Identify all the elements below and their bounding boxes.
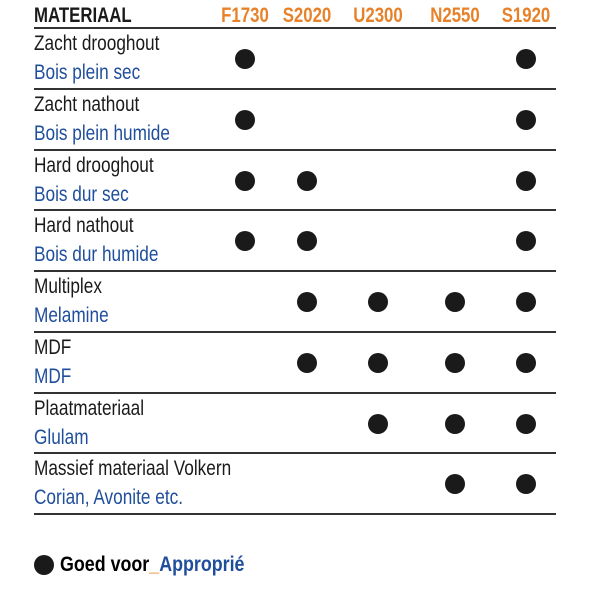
material-name-fr: Bois plein humide <box>34 121 170 145</box>
material-name-fr: Bois plein sec <box>34 61 141 84</box>
suitable-dot-icon <box>516 413 536 434</box>
suitable-dot-icon <box>235 231 255 252</box>
suitable-dot-icon <box>235 49 255 69</box>
suitable-dot-icon <box>516 49 536 69</box>
suitable-dot-icon <box>445 292 465 312</box>
material-name-nl: Zacht nathout <box>34 92 140 116</box>
material-name-nl: Plaatmateriaal <box>34 396 145 420</box>
material-name-nl: Hard nathout <box>34 214 134 238</box>
table-row: Zacht drooghout Bois plein sec <box>34 29 556 90</box>
suitable-dot-icon <box>235 170 255 191</box>
suitable-dot-icon <box>516 292 536 312</box>
suitable-dot-icon <box>368 292 388 312</box>
suitable-dot-icon <box>516 474 536 495</box>
table-header: MATERIAAL F1730 S2020 U2300 N2550 S1920 <box>34 0 556 29</box>
table-row: Zacht nathout Bois plein humide <box>34 90 556 151</box>
suitable-dot-icon <box>297 292 317 312</box>
material-name-nl: Hard drooghout <box>34 153 154 177</box>
table-row: Multiplex Melamine <box>34 272 556 333</box>
legend-nl: Goed voor <box>60 553 150 576</box>
legend: Goed voor_Approprié <box>34 553 277 577</box>
legend-separator: _ <box>149 553 160 576</box>
table-row: MDF MDF <box>34 333 556 394</box>
header-column-s2020: S2020 <box>282 4 332 27</box>
suitable-dot-icon <box>297 231 317 252</box>
header-column-u2300: U2300 <box>353 4 403 27</box>
header-column-n2550: N2550 <box>430 4 480 27</box>
material-name-fr: Corian, Avonite etc. <box>34 486 184 510</box>
legend-fr: Approprié <box>159 553 245 576</box>
suitable-dot-icon <box>368 352 388 373</box>
suitable-dot-icon <box>516 231 536 252</box>
material-name-nl: Multiplex <box>34 275 102 298</box>
suitable-dot-icon <box>516 109 536 130</box>
header-column-s1920: S1920 <box>501 4 551 27</box>
table-row: Hard nathout Bois dur humide <box>34 211 556 272</box>
table-row: Massief materiaal Volkern Corian, Avonite… <box>34 454 556 515</box>
material-name-nl: Zacht drooghout <box>34 32 160 55</box>
material-name-fr: Bois dur sec <box>34 182 129 206</box>
suitable-dot-icon <box>368 413 388 434</box>
material-name-nl: MDF <box>34 335 72 359</box>
suitable-dot-icon <box>297 352 317 373</box>
table-row: Hard drooghout Bois dur sec <box>34 151 556 212</box>
material-table: MATERIAAL F1730 S2020 U2300 N2550 S1920 Zach… <box>34 0 556 515</box>
suitable-dot-icon <box>445 352 465 373</box>
table-row: Plaatmateriaal Glulam <box>34 394 556 455</box>
material-name-fr: Melamine <box>34 304 109 327</box>
suitable-dot-icon <box>516 170 536 191</box>
dot-icon <box>34 555 54 575</box>
suitable-dot-icon <box>235 109 255 130</box>
suitable-dot-icon <box>516 352 536 373</box>
material-name-fr: Bois dur humide <box>34 243 159 267</box>
material-name-fr: MDF <box>34 364 72 388</box>
header-material: MATERIAAL <box>34 4 132 27</box>
material-name-fr: Glulam <box>34 425 89 449</box>
suitable-dot-icon <box>445 413 465 434</box>
suitable-dot-icon <box>445 474 465 495</box>
material-name-nl: Massief materiaal Volkern <box>34 457 232 481</box>
suitable-dot-icon <box>297 170 317 191</box>
header-column-f1730: F1730 <box>221 4 269 27</box>
